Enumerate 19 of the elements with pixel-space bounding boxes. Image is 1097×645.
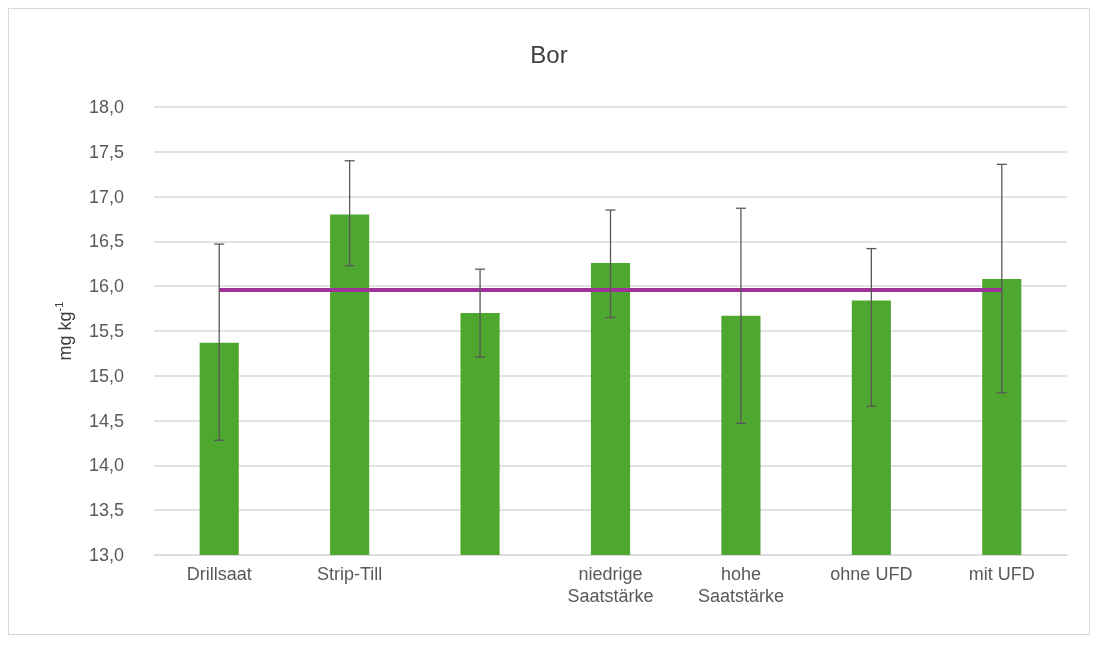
y-tick-label: 16,0 — [88, 276, 124, 297]
y-tick-label: 17,5 — [88, 141, 124, 162]
x-tick-label: niedrige Saatstärke — [567, 564, 654, 606]
y-tick-label: 15,0 — [88, 365, 124, 386]
y-tick-label: 18,0 — [88, 97, 124, 117]
y-tick-label: 14,5 — [88, 410, 124, 431]
x-tick-label: ohne UFD — [830, 564, 913, 584]
x-tick-label: mit UFD — [968, 564, 1035, 584]
y-tick-label: 15,5 — [88, 321, 124, 341]
chart-title: Bor — [530, 40, 568, 68]
y-tick-label: 13,5 — [88, 500, 124, 521]
y-tick-label: 14,0 — [88, 455, 124, 476]
y-tick-label: 13,0 — [88, 545, 124, 565]
y-tick-label: 16,5 — [88, 231, 124, 252]
y-axis-title: mg kg-1 — [52, 301, 75, 361]
x-tick-label: Drillsaat — [186, 564, 252, 584]
x-tick-label: hohe Saatstärke — [697, 564, 784, 606]
y-tick-label: 17,0 — [88, 186, 124, 207]
x-tick-label: Strip-Till — [316, 564, 383, 584]
